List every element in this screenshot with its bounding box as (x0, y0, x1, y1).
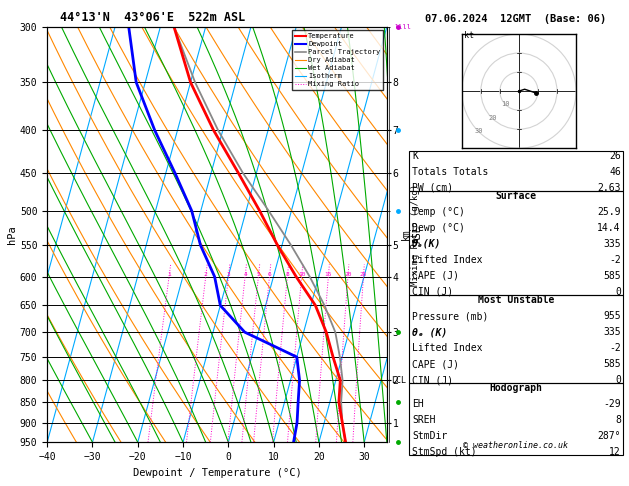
Text: PW (cm): PW (cm) (412, 183, 453, 193)
Text: 30: 30 (475, 128, 483, 134)
Text: 0: 0 (615, 375, 621, 385)
Text: 20: 20 (488, 115, 496, 121)
Text: Pressure (mb): Pressure (mb) (412, 311, 488, 321)
Text: 25: 25 (360, 272, 367, 277)
Text: Totals Totals: Totals Totals (412, 167, 488, 177)
Text: 5: 5 (257, 272, 260, 277)
Text: 585: 585 (603, 359, 621, 369)
Text: 14.4: 14.4 (598, 223, 621, 233)
Y-axis label: km
ASL: km ASL (401, 226, 423, 243)
Legend: Temperature, Dewpoint, Parcel Trajectory, Dry Adiabat, Wet Adiabat, Isotherm, Mi: Temperature, Dewpoint, Parcel Trajectory… (292, 30, 383, 90)
Text: EH: EH (412, 399, 424, 409)
Text: 10: 10 (501, 102, 510, 107)
Text: 1: 1 (167, 272, 171, 277)
Text: θₑ (K): θₑ (K) (412, 327, 447, 337)
Text: 8: 8 (286, 272, 289, 277)
Text: SREH: SREH (412, 416, 435, 425)
Text: θₑ(K): θₑ(K) (412, 239, 442, 249)
Text: 15: 15 (325, 272, 332, 277)
Text: 2: 2 (204, 272, 208, 277)
Text: Temp (°C): Temp (°C) (412, 207, 465, 217)
Text: LCL: LCL (391, 376, 406, 385)
Text: K: K (412, 151, 418, 161)
Text: 287°: 287° (598, 432, 621, 441)
Text: 585: 585 (603, 271, 621, 281)
Text: -2: -2 (609, 343, 621, 353)
Text: CIN (J): CIN (J) (412, 375, 453, 385)
Text: Mixing Ratio (g/kg): Mixing Ratio (g/kg) (411, 183, 420, 286)
Text: StmSpd (kt): StmSpd (kt) (412, 448, 477, 457)
Text: 6: 6 (267, 272, 271, 277)
Text: 4: 4 (243, 272, 247, 277)
Text: llll: llll (395, 24, 412, 30)
Text: 26: 26 (609, 151, 621, 161)
Text: 955: 955 (603, 311, 621, 321)
Text: 335: 335 (603, 239, 621, 249)
Text: CAPE (J): CAPE (J) (412, 359, 459, 369)
Text: Dewp (°C): Dewp (°C) (412, 223, 465, 233)
Text: CAPE (J): CAPE (J) (412, 271, 459, 281)
Text: 07.06.2024  12GMT  (Base: 06): 07.06.2024 12GMT (Base: 06) (425, 14, 606, 24)
Text: Surface: Surface (495, 191, 537, 201)
Text: StmDir: StmDir (412, 432, 447, 441)
Text: 46: 46 (609, 167, 621, 177)
Text: 3: 3 (226, 272, 230, 277)
Text: 44°13'N  43°06'E  522m ASL: 44°13'N 43°06'E 522m ASL (60, 11, 245, 24)
Text: Lifted Index: Lifted Index (412, 255, 482, 265)
Text: 10: 10 (298, 272, 306, 277)
Text: 20: 20 (344, 272, 352, 277)
Y-axis label: hPa: hPa (7, 225, 17, 244)
Text: 2.63: 2.63 (598, 183, 621, 193)
Text: kt: kt (464, 31, 474, 40)
Text: 335: 335 (603, 327, 621, 337)
Text: 0: 0 (615, 287, 621, 297)
Text: 25.9: 25.9 (598, 207, 621, 217)
X-axis label: Dewpoint / Temperature (°C): Dewpoint / Temperature (°C) (133, 468, 301, 478)
Text: Most Unstable: Most Unstable (477, 295, 554, 305)
Text: © weatheronline.co.uk: © weatheronline.co.uk (464, 440, 568, 450)
Text: Hodograph: Hodograph (489, 383, 542, 393)
Text: 12: 12 (609, 448, 621, 457)
Text: CIN (J): CIN (J) (412, 287, 453, 297)
Text: -2: -2 (609, 255, 621, 265)
Text: Lifted Index: Lifted Index (412, 343, 482, 353)
Text: 8: 8 (615, 416, 621, 425)
Text: -29: -29 (603, 399, 621, 409)
